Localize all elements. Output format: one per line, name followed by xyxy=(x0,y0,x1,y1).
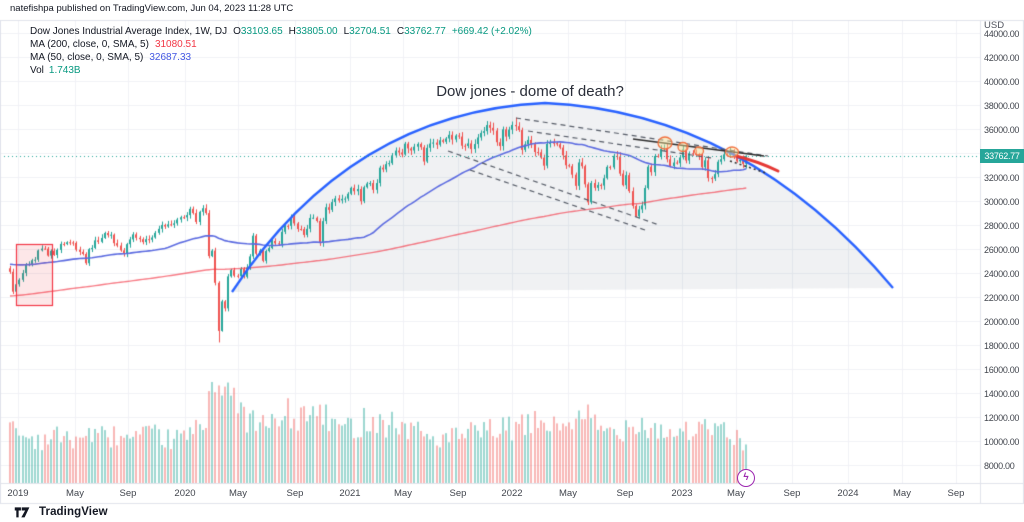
legend-symbol-row: Dow Jones Industrial Average Index, 1W, … xyxy=(30,25,532,38)
ma50-label: MA (50, close, 0, SMA, 5) xyxy=(30,52,144,63)
ma200-value: 31080.51 xyxy=(154,39,197,50)
time-axis-label: May xyxy=(727,488,745,499)
symbol-title: Dow Jones Industrial Average Index, 1W, … xyxy=(30,26,228,37)
price-axis-label: 12000.00 xyxy=(984,412,1020,423)
legend-ma200-row: MA (200, close, 0, SMA, 5) 31080.51 xyxy=(30,38,532,51)
currency-label: USD xyxy=(984,20,1005,31)
open-label: O xyxy=(233,26,241,37)
publish-info: natefishpa published on TradingView.com,… xyxy=(10,3,294,14)
price-axis-label: 44000.00 xyxy=(984,28,1020,39)
ma200-label: MA (200, close, 0, SMA, 5) xyxy=(30,39,149,50)
last-price-badge: 33762.77 xyxy=(980,149,1024,163)
time-axis-label: 2019 xyxy=(7,488,29,499)
chart-legend: Dow Jones Industrial Average Index, 1W, … xyxy=(30,25,532,77)
time-axis-label: 2022 xyxy=(501,488,523,499)
legend-ma50-row: MA (50, close, 0, SMA, 5) 32687.33 xyxy=(30,51,532,64)
price-axis-label: 40000.00 xyxy=(984,76,1020,87)
time-axis-label: Sep xyxy=(449,488,467,499)
time-axis-label: May xyxy=(559,488,577,499)
volume-value: 1.743B xyxy=(48,65,81,76)
price-axis-label: 42000.00 xyxy=(984,52,1020,63)
price-axis-label: 18000.00 xyxy=(984,340,1020,351)
price-axis-label: 24000.00 xyxy=(984,268,1020,279)
price-axis-label: 30000.00 xyxy=(984,196,1020,207)
price-axis-label: 26000.00 xyxy=(984,244,1020,255)
volume-label: Vol xyxy=(30,65,44,76)
annotation-title: Dow jones - dome of death? xyxy=(436,83,624,100)
price-axis-label: 8000.00 xyxy=(984,460,1015,471)
time-axis-label: Sep xyxy=(616,488,634,499)
time-axis-label: 2020 xyxy=(174,488,196,499)
time-axis-label: Sep xyxy=(286,488,304,499)
time-axis-label: May xyxy=(66,488,84,499)
high-label: H xyxy=(288,26,296,37)
close-value: 33762.77 xyxy=(404,26,446,37)
time-axis-label: May xyxy=(394,488,412,499)
realtime-lightning-icon: ϟ xyxy=(737,469,755,487)
price-axis-label: 32000.00 xyxy=(984,172,1020,183)
time-axis-label: 2021 xyxy=(339,488,361,499)
change-value: +669.42 (+2.02%) xyxy=(451,26,532,37)
time-axis-label: Sep xyxy=(783,488,801,499)
high-value: 33805.00 xyxy=(295,26,338,37)
low-value: 32704.51 xyxy=(349,26,391,37)
low-label: L xyxy=(343,26,350,37)
price-axis-label: 14000.00 xyxy=(984,388,1020,399)
price-axis-label: 10000.00 xyxy=(984,436,1020,447)
open-value: 33103.65 xyxy=(240,26,283,37)
time-axis-label: Sep xyxy=(947,488,965,499)
price-axis-label: 20000.00 xyxy=(984,316,1020,327)
time-axis-label: 2023 xyxy=(671,488,693,499)
time-axis-label: 2024 xyxy=(837,488,859,499)
price-axis-label: 28000.00 xyxy=(984,220,1020,231)
tradingview-logo-icon xyxy=(14,507,30,518)
price-axis-label: 22000.00 xyxy=(984,292,1020,303)
legend-volume-row: Vol 1.743B xyxy=(30,64,532,77)
time-axis-label: May xyxy=(229,488,247,499)
tradingview-brand: TradingView xyxy=(39,506,108,518)
price-axis-label: 36000.00 xyxy=(984,124,1020,135)
time-axis-label: Sep xyxy=(119,488,137,499)
time-axis-label: May xyxy=(893,488,911,499)
footer-attribution[interactable]: TradingView xyxy=(14,505,108,519)
ma50-value: 32687.33 xyxy=(149,52,192,63)
close-label: C xyxy=(396,26,405,37)
price-axis-label: 16000.00 xyxy=(984,364,1020,375)
price-axis-label: 38000.00 xyxy=(984,100,1020,111)
